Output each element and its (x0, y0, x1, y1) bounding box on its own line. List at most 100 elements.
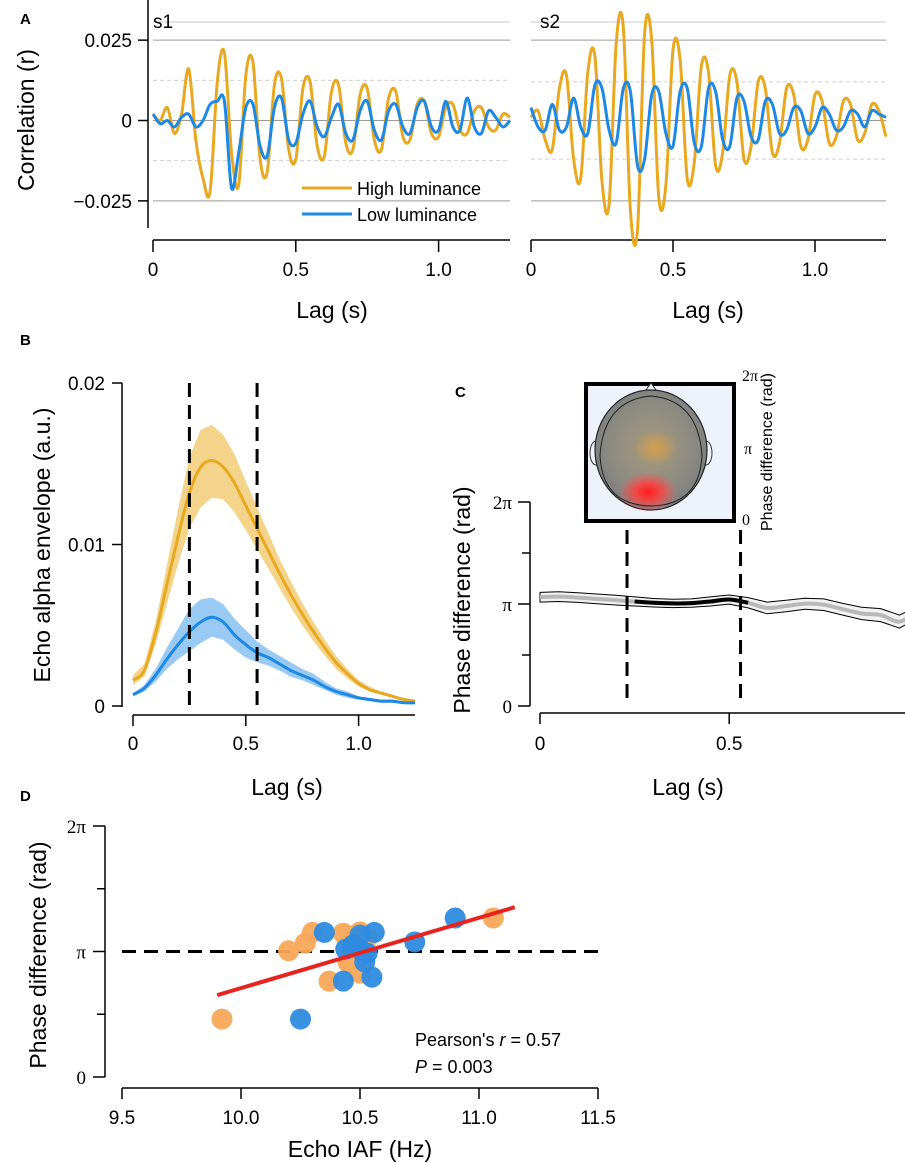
scatter-point-low (332, 970, 354, 992)
x-ticks: 9.5 10.0 10.5 11.0 11.5 (109, 1088, 616, 1129)
panel-label-c: C (455, 384, 466, 401)
x-tick-label: 10.5 (342, 1108, 379, 1129)
scatter-point-low (361, 966, 383, 988)
chart-title-s1: s1 (153, 12, 173, 33)
y-tick-label: 0 (503, 697, 513, 718)
confidence-band-low (133, 597, 415, 705)
y-tick-label: 0 (94, 697, 105, 718)
y-tick-label: 0.02 (68, 374, 105, 395)
series (539, 594, 905, 624)
panel-a: A Correlation (r) 0.025 0 −0.025 0 0.5 1.0 s… (13, 0, 888, 323)
phase-line (539, 594, 905, 624)
scatter-points (211, 907, 504, 1030)
x-tick-label: 10.0 (223, 1108, 260, 1129)
panel-a-ylabel: Correlation (r) (13, 49, 39, 191)
confidence-band (539, 591, 905, 629)
legend-label-low: Low luminance (357, 205, 477, 225)
x-axis-label-a1: Lag (s) (296, 297, 368, 323)
series (151, 47, 512, 199)
stats-p: P = 0.003 (415, 1057, 493, 1077)
scatter-point-high (278, 940, 300, 962)
x-tick-label: 0.5 (716, 734, 742, 755)
chart-a-s1: 0.025 0 −0.025 0 0.5 1.0 s1 Lag (s) High lum… (73, 0, 512, 323)
legend: High luminance Low luminance (302, 179, 481, 225)
colorbar-label: Phase difference (rad) (759, 373, 776, 531)
scatter-point-high (211, 1008, 233, 1030)
series (529, 11, 888, 247)
y-tick-label: 0 (77, 1068, 87, 1089)
series-line-high (132, 458, 416, 703)
topography-inset: 2π π 0 Phase difference (rad) (584, 368, 776, 531)
stats-r-value: = 0.57 (505, 1030, 561, 1050)
head-outline (599, 395, 703, 507)
scatter-point-low (363, 921, 385, 943)
x-axis-label-b: Lag (s) (251, 774, 323, 800)
y-tick-label: 0.025 (84, 31, 132, 52)
series-line-high (529, 11, 888, 247)
y-tick-label: π (76, 943, 86, 964)
regression-line (216, 905, 516, 998)
colorbar-tick-0: 0 (742, 512, 750, 529)
y-ticks: 0.025 0 −0.025 (73, 31, 148, 213)
x-tick-label: 0 (148, 260, 159, 281)
x-tick-label: 0.5 (283, 260, 309, 281)
colorbar-ticks: 2π π 0 (742, 368, 758, 529)
y-tick-label: 0.01 (68, 536, 105, 557)
scatter-point-low (313, 921, 335, 943)
stats-r-symbol: r (499, 1030, 506, 1050)
series-line-low (529, 79, 887, 174)
y-tick-label: 2π (493, 493, 513, 514)
scalp-warm-region (634, 430, 678, 466)
x-tick-label: 0 (526, 260, 537, 281)
series-line-high (151, 47, 511, 199)
y-tick-label: 0 (121, 112, 132, 133)
x-tick-label: 9.5 (109, 1108, 135, 1129)
colorbar-tick-pi: π (744, 441, 752, 458)
y-tick-label: −0.025 (73, 192, 132, 213)
x-ticks: 0 0.5 1.0 (526, 240, 828, 281)
x-tick-label: 0.5 (660, 260, 686, 281)
y-axis-label-c: Phase difference (rad) (449, 486, 475, 713)
x-tick-label: 1.0 (802, 260, 828, 281)
x-ticks: 0 0.5 1.0 (128, 715, 372, 755)
panel-label-d: D (20, 788, 31, 805)
x-tick-label: 1.0 (345, 734, 371, 755)
chart-a-s2: 0 0.5 1.0 s2 Lag (s) (526, 11, 888, 323)
y-tick-label: 2π (67, 817, 87, 838)
x-tick-label: 1.0 (425, 260, 451, 281)
panel-d: D Phase difference (rad) 0 π 2π 9.5 10.0 10.… (20, 788, 616, 1162)
x-tick-label: 0 (128, 734, 139, 755)
x-tick-label: 11.0 (461, 1108, 497, 1129)
y-axis-label-b: Echo alpha envelope (a.u.) (29, 408, 55, 683)
panel-label-a: A (20, 11, 31, 28)
scatter-point-low (290, 1008, 311, 1030)
x-axis-label-d: Echo IAF (Hz) (288, 1136, 432, 1162)
x-axis-label-a2: Lag (s) (672, 297, 744, 323)
colorbar-tick-2pi: 2π (742, 368, 758, 385)
y-ticks: 0 π 2π (67, 817, 105, 1089)
series-line-low (151, 93, 512, 191)
x-axis-label-c: Lag (s) (652, 774, 724, 800)
x-tick-label: 0.5 (233, 734, 259, 755)
y-ticks: 0 0.01 0.02 (68, 374, 122, 718)
scalp-hot-region (618, 472, 678, 512)
chart-title-s2: s2 (540, 12, 560, 33)
y-tick-label: π (502, 595, 512, 616)
x-tick-label: 11.5 (580, 1108, 616, 1129)
window-lines (625, 530, 743, 706)
x-ticks: 00.51.0 (535, 713, 742, 755)
x-tick-label: 0 (535, 734, 546, 755)
stats-p-symbol: P (415, 1057, 427, 1077)
window-lines (187, 383, 259, 706)
stats-p-value: = 0.003 (427, 1057, 493, 1077)
phase-line-highlight (634, 597, 749, 606)
series (132, 458, 416, 705)
panel-label-b: B (20, 332, 31, 349)
stats-pearson: Pearson's r = 0.57 (415, 1030, 561, 1050)
fit-line (216, 905, 516, 998)
y-ticks: 0 π 2π (493, 493, 530, 718)
y-axis-label-d: Phase difference (rad) (25, 841, 51, 1068)
confidence-band (539, 591, 905, 629)
